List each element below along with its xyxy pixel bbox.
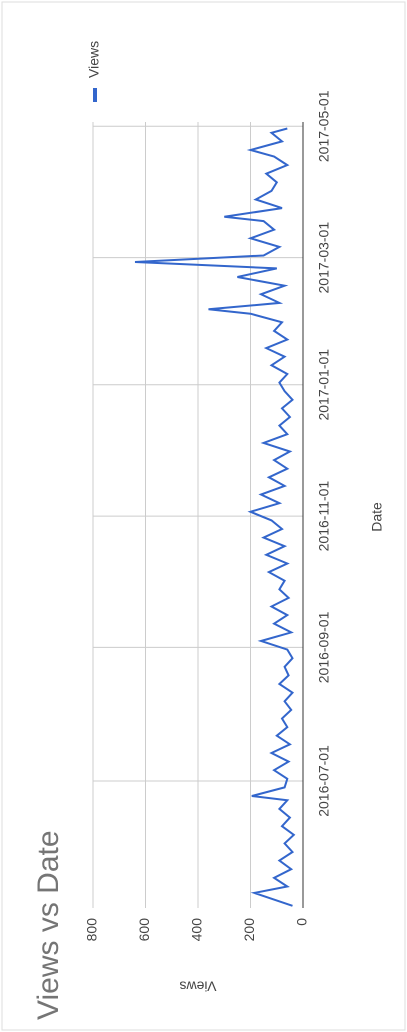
- y-tick-label: 800: [84, 918, 100, 942]
- y-tick-label: 400: [189, 918, 205, 942]
- x-tick-label: 2017-03-01: [316, 222, 332, 294]
- legend-swatch: [93, 88, 97, 102]
- y-tick-label: 0: [294, 918, 310, 926]
- y-tick-label: 600: [136, 918, 152, 942]
- y-tick-label: 200: [241, 918, 257, 942]
- x-axis-title: Date: [369, 502, 385, 532]
- line-series: [134, 127, 296, 907]
- x-tick-label: 2017-05-01: [316, 90, 332, 162]
- x-tick-label: 2016-11-01: [316, 481, 332, 552]
- x-tick-label: 2016-07-01: [316, 745, 332, 817]
- legend-label: Views: [86, 41, 102, 78]
- y-axis-title: Views: [179, 978, 216, 994]
- x-tick-label: 2016-09-01: [316, 611, 332, 683]
- x-tick-label: 2017-01-01: [316, 349, 332, 421]
- chart-title: Views vs Date: [32, 830, 65, 1020]
